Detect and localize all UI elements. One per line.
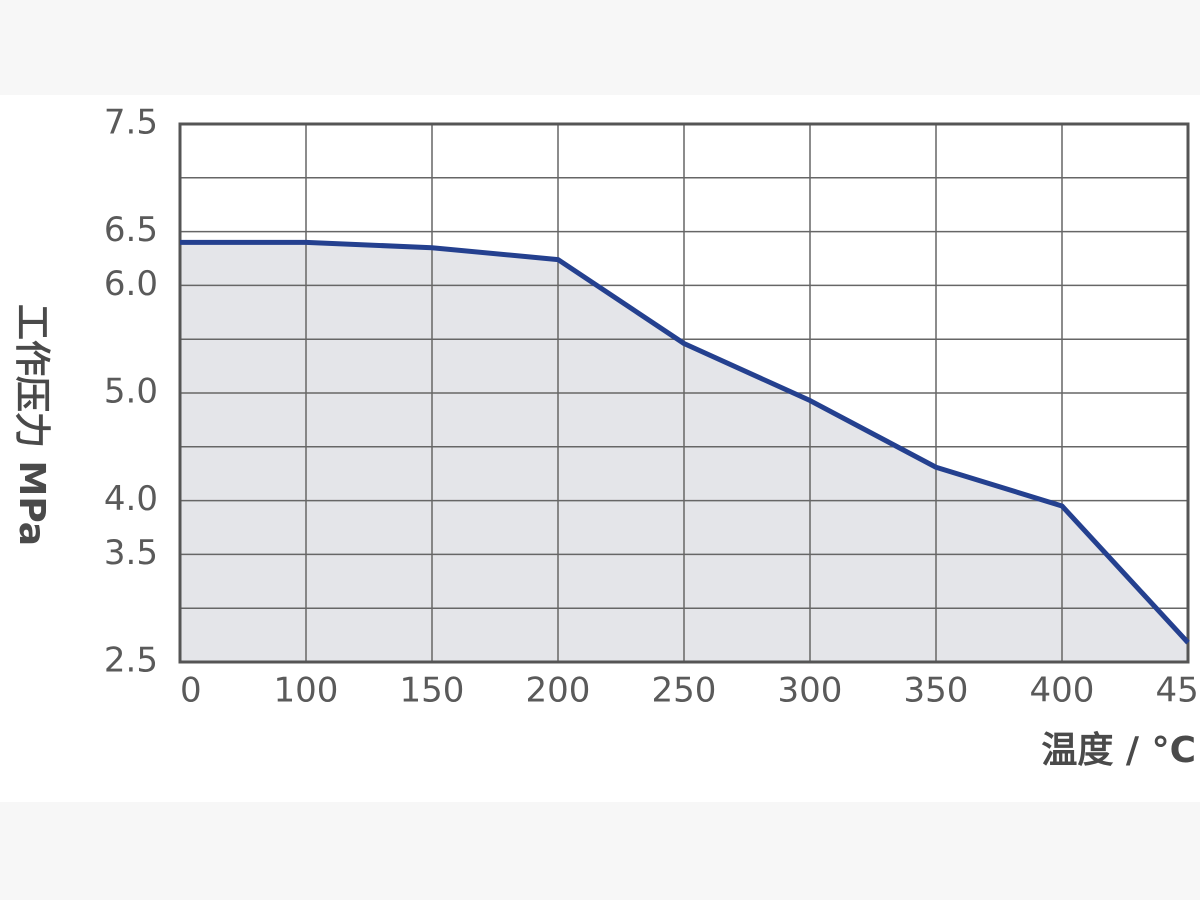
x-tick-label: 0 [180, 671, 202, 711]
x-tick-label: 100 [274, 671, 339, 711]
x-tick-label: 400 [1030, 671, 1095, 711]
x-tick-label: 450 [1156, 671, 1200, 711]
x-tick-label: 200 [526, 671, 591, 711]
y-tick-label: 2.5 [104, 641, 158, 681]
y-axis-title: 工作压力 MPa [11, 304, 52, 546]
y-tick-label: 6.0 [104, 264, 158, 304]
x-tick-label: 300 [778, 671, 843, 711]
y-tick-label: 7.5 [104, 103, 158, 143]
y-tick-label: 3.5 [104, 533, 158, 573]
x-tick-label: 150 [400, 671, 465, 711]
y-tick-label: 4.0 [104, 479, 158, 519]
y-tick-label: 5.0 [104, 372, 158, 412]
y-tick-label: 6.5 [104, 210, 158, 250]
plot-border [178, 122, 1190, 664]
x-tick-label: 350 [904, 671, 969, 711]
x-axis-title: 温度 / °C [1041, 730, 1196, 771]
line [180, 239, 1190, 645]
x-tick-label: 250 [652, 671, 717, 711]
